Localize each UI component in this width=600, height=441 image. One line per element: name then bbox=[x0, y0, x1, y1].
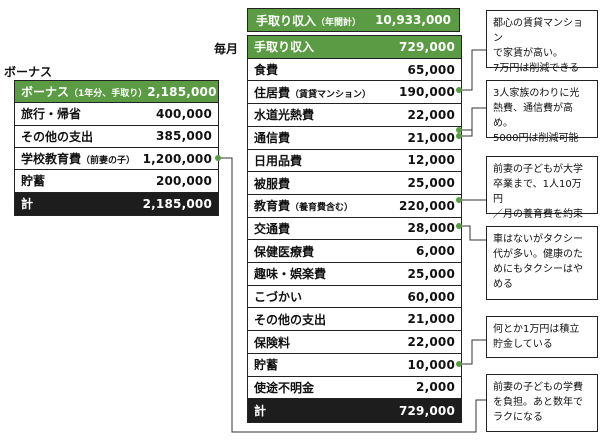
monthly-row: 教育費（養育費含む） 220,000 bbox=[248, 195, 461, 218]
monthly-row-label: 趣味・娯楽費 bbox=[254, 267, 327, 282]
connector-school-fees bbox=[218, 157, 486, 433]
annual-income-label: 手取り収入（年間計） bbox=[256, 13, 362, 28]
monthly-row-value: 729,000 bbox=[398, 403, 455, 418]
bonus-row-label: ボーナス（1年分、手取り） bbox=[21, 85, 148, 100]
bonus-row: 貯蓄 200,000 bbox=[15, 170, 218, 193]
connector-housing bbox=[461, 49, 486, 91]
monthly-row-value: 65,000 bbox=[407, 62, 455, 77]
monthly-row: 趣味・娯楽費 25,000 bbox=[248, 263, 461, 286]
connector-transport bbox=[461, 225, 486, 241]
bonus-row-label: 学校教育費（前妻の子） bbox=[21, 152, 136, 167]
monthly-label: 毎月 bbox=[214, 42, 239, 56]
bonus-row: ボーナス（1年分、手取り） 2,185,000 bbox=[15, 81, 218, 104]
monthly-row: 保健医療費 6,000 bbox=[248, 240, 461, 264]
note-utilities: 3人家族のわりに光 熱費、通信費が高め。 5000円は削減可能 bbox=[486, 80, 598, 144]
monthly-row-value: 21,000 bbox=[407, 312, 455, 327]
monthly-row-value: 6,000 bbox=[416, 244, 455, 259]
note-education: 前妻の子どもが大学 卒業まで、1人10万円 ／月の養育費を約束 bbox=[486, 156, 598, 220]
monthly-row: こづかい 60,000 bbox=[248, 286, 461, 309]
monthly-row: その他の支出 21,000 bbox=[248, 308, 461, 332]
connector-utilities bbox=[461, 107, 486, 131]
monthly-row-label: 通信費 bbox=[254, 131, 291, 146]
monthly-row-label: 被服費 bbox=[254, 176, 291, 191]
monthly-row-label: 日用品費 bbox=[254, 153, 303, 168]
monthly-row-value: 12,000 bbox=[407, 153, 455, 168]
monthly-row-label: こづかい bbox=[254, 290, 303, 305]
monthly-row-label: その他の支出 bbox=[254, 312, 327, 327]
bonus-row-value: 200,000 bbox=[155, 173, 212, 188]
monthly-row: 被服費 25,000 bbox=[248, 172, 461, 195]
monthly-row-value: 2,000 bbox=[416, 380, 455, 395]
monthly-row: 使途不明金 2,000 bbox=[248, 377, 461, 400]
bonus-row-value: 2,185,000 bbox=[147, 84, 217, 99]
monthly-row-value: 220,000 bbox=[398, 198, 455, 213]
monthly-row-value: 190,000 bbox=[398, 85, 455, 100]
bonus-label: ボーナス bbox=[4, 65, 53, 79]
connector-savings bbox=[461, 339, 486, 365]
monthly-row-label: 保健医療費 bbox=[254, 244, 315, 259]
monthly-row-label: 保険料 bbox=[254, 335, 291, 350]
monthly-budget-table: 手取り収入 729,000 食費 65,000 住居費（賃貸マンション） 190,000 水… bbox=[247, 35, 462, 423]
monthly-row-label: 手取り収入 bbox=[254, 40, 315, 55]
bonus-row: 旅行・帰省 400,000 bbox=[15, 103, 218, 126]
monthly-row: 通信費 21,000 bbox=[248, 127, 461, 150]
monthly-row-label: 使途不明金 bbox=[254, 380, 315, 395]
bonus-row-value: 2,185,000 bbox=[142, 196, 212, 211]
bonus-row: 学校教育費（前妻の子） 1,200,000 bbox=[15, 148, 218, 171]
bonus-row: その他の支出 385,000 bbox=[15, 126, 218, 148]
bonus-row-value: 400,000 bbox=[155, 106, 212, 121]
note-school-fees: 前妻の子どもの学費 を負担。あと数年で ラクになる bbox=[486, 374, 598, 432]
monthly-row-label: 貯蓄 bbox=[254, 358, 279, 373]
note-savings: 何とか1万円は積立 貯金している bbox=[486, 316, 598, 358]
monthly-row: 手取り収入 729,000 bbox=[248, 36, 461, 59]
bonus-row-label: 貯蓄 bbox=[21, 174, 46, 189]
monthly-row-value: 60,000 bbox=[407, 289, 455, 304]
bonus-row-label: 計 bbox=[21, 197, 34, 212]
bonus-row-value: 1,200,000 bbox=[142, 151, 212, 166]
monthly-row-value: 22,000 bbox=[407, 335, 455, 350]
monthly-row: 計 729,000 bbox=[248, 399, 461, 422]
monthly-row-label: 食費 bbox=[254, 63, 279, 78]
monthly-row-value: 28,000 bbox=[407, 221, 455, 236]
monthly-row: 保険料 22,000 bbox=[248, 331, 461, 354]
bonus-row: 計 2,185,000 bbox=[15, 192, 218, 215]
monthly-row-label: 住居費（賃貸マンション） bbox=[254, 85, 372, 100]
annual-income-value: 10,933,000 bbox=[375, 13, 451, 27]
monthly-row: 交通費 28,000 bbox=[248, 218, 461, 241]
monthly-row: 日用品費 12,000 bbox=[248, 150, 461, 173]
monthly-row-value: 25,000 bbox=[407, 176, 455, 191]
monthly-row-label: 計 bbox=[254, 404, 267, 419]
bonus-row-label: その他の支出 bbox=[21, 129, 94, 144]
monthly-row-label: 水道光熱費 bbox=[254, 108, 315, 123]
monthly-row: 水道光熱費 22,000 bbox=[248, 104, 461, 127]
monthly-row: 住居費（賃貸マンション） 190,000 bbox=[248, 81, 461, 105]
note-transport: 車はないがタクシー 代が多い。健康のた めにもタクシーはや める bbox=[486, 226, 598, 300]
monthly-row: 貯蓄 10,000 bbox=[248, 354, 461, 377]
monthly-row-value: 25,000 bbox=[407, 266, 455, 281]
monthly-row-value: 10,000 bbox=[407, 357, 455, 372]
monthly-row-value: 21,000 bbox=[407, 130, 455, 145]
bonus-budget-table: ボーナス（1年分、手取り） 2,185,000 旅行・帰省 400,000 その他の支出… bbox=[14, 80, 219, 216]
monthly-row-label: 教育費（養育費含む） bbox=[254, 199, 354, 214]
note-housing: 都心の賃貸マンション で家賃が高い。 7万円は削減できる bbox=[486, 10, 598, 74]
monthly-row: 食費 65,000 bbox=[248, 59, 461, 82]
monthly-row-value: 22,000 bbox=[407, 107, 455, 122]
monthly-row-label: 交通費 bbox=[254, 221, 291, 236]
monthly-row-value: 729,000 bbox=[398, 39, 455, 54]
bonus-row-value: 385,000 bbox=[155, 129, 212, 144]
bonus-row-label: 旅行・帰省 bbox=[21, 107, 82, 122]
annual-income-header: 手取り収入（年間計） 10,933,000 bbox=[247, 8, 460, 32]
